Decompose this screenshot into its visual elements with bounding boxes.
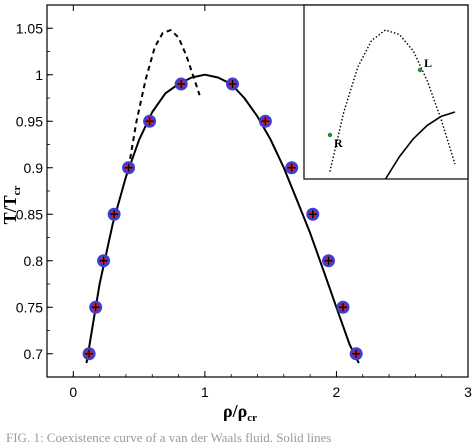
y-axis: 0.7 0.75 0.8 0.85 0.9 0.95 1 1.05 — [16, 20, 53, 362]
x-tick-label: 2 — [333, 384, 341, 400]
inset-point-r — [327, 132, 333, 138]
y-axis-title-main: T/T — [0, 195, 20, 224]
series-markers — [82, 77, 363, 361]
plus-marker — [228, 80, 237, 89]
plus-marker — [261, 117, 270, 126]
y-tick-label: 1.05 — [16, 20, 43, 36]
y-tick-label: 0.85 — [16, 206, 43, 222]
y-tick-label: 1 — [35, 67, 43, 83]
series-lines — [85, 28, 360, 364]
plus-marker — [85, 349, 94, 358]
plus-marker — [145, 117, 154, 126]
inset-frame — [303, 4, 469, 180]
x-axis: 0 1 2 3 — [46, 5, 472, 400]
inset-label-l: L — [424, 56, 432, 70]
x-axis-title-main: ρ/ρ — [223, 401, 247, 421]
plus-marker — [324, 256, 333, 265]
y-tick-label: 0.9 — [24, 160, 44, 176]
figure-caption: FIG. 1: Coexistence curve of a van der W… — [6, 430, 331, 445]
y-tick-label: 0.7 — [24, 346, 44, 362]
y-tick-label: 0.95 — [16, 113, 43, 129]
plus-marker — [177, 80, 186, 89]
plus-marker — [339, 303, 348, 312]
y-tick-label: 0.8 — [24, 253, 44, 269]
plus-marker — [124, 163, 133, 172]
plus-marker — [352, 349, 361, 358]
coexistence-curve-line — [85, 73, 360, 364]
inset-solid-curve — [384, 111, 456, 180]
inset-panel: L R — [303, 4, 469, 180]
x-tick-label: 0 — [69, 384, 77, 400]
plus-marker — [110, 210, 119, 219]
plus-marker — [91, 303, 100, 312]
y-axis-title: T/Tcr — [0, 185, 23, 224]
plus-marker — [308, 210, 317, 219]
inset-label-r: R — [334, 136, 343, 150]
dashed-curve-line — [127, 28, 201, 168]
plus-marker — [99, 256, 108, 265]
x-tick-label: 1 — [201, 384, 209, 400]
inset-dotted-curve — [329, 29, 456, 172]
x-axis-title-sub: cr — [247, 412, 257, 424]
plus-marker — [287, 163, 296, 172]
x-tick-label: 3 — [464, 384, 472, 400]
inset-point-l — [417, 67, 423, 73]
y-axis-title-sub: cr — [11, 185, 23, 195]
y-tick-label: 0.75 — [16, 299, 43, 315]
x-axis-title: ρ/ρcr — [223, 401, 257, 424]
